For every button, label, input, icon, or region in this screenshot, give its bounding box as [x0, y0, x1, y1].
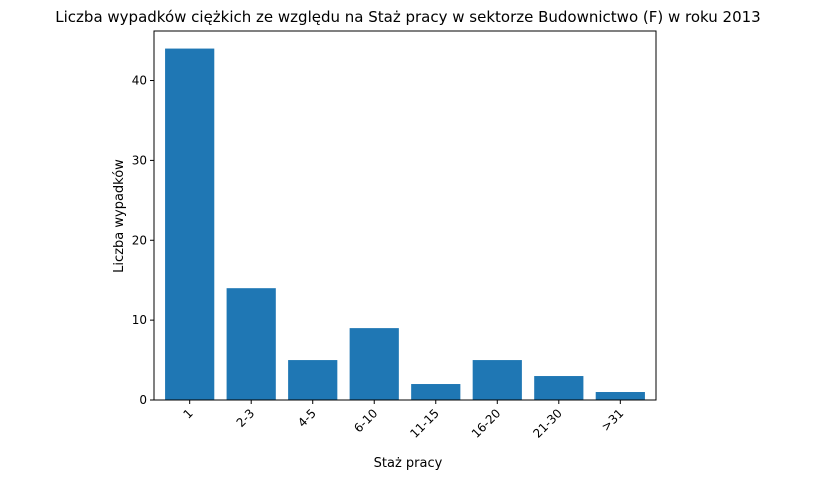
- y-axis-label: Liczba wypadków: [112, 159, 127, 273]
- x-tick-label: 11-15: [407, 406, 442, 441]
- bars-group: [165, 48, 645, 400]
- bar->31: [595, 392, 645, 400]
- bar-16-20: [472, 360, 522, 400]
- bar-21-30: [534, 376, 584, 400]
- y-tick-label: 40: [132, 74, 147, 88]
- bar-4-5: [288, 360, 338, 400]
- plot-area-frame: [153, 30, 657, 401]
- y-tick-label: 20: [132, 233, 147, 247]
- x-tick-label: 21-30: [530, 406, 565, 441]
- x-axis-ticks: 1 2-3 4-5 6-10 11-15 16-20 21-30 >31: [181, 400, 627, 441]
- y-axis-ticks: 0 10 20 30 40: [132, 74, 154, 407]
- x-tick-label: >31: [599, 406, 627, 434]
- y-tick-label: 0: [139, 393, 147, 407]
- bar-11-15: [411, 384, 461, 400]
- x-tick-label: 16-20: [469, 406, 504, 441]
- y-tick-label: 10: [132, 313, 147, 327]
- x-tick-label: 6-10: [351, 406, 380, 435]
- x-tick-label: 1: [181, 406, 196, 421]
- x-tick-label: 4-5: [295, 406, 319, 430]
- y-tick-label: 30: [132, 153, 147, 167]
- bar-2-3: [226, 288, 276, 400]
- x-axis-label: Staż pracy: [374, 456, 443, 471]
- bar-1: [165, 48, 215, 400]
- x-tick-label: 2-3: [234, 406, 258, 430]
- chart-title: Liczba wypadków ciężkich ze względu na S…: [55, 8, 760, 26]
- bar-6-10: [349, 328, 399, 400]
